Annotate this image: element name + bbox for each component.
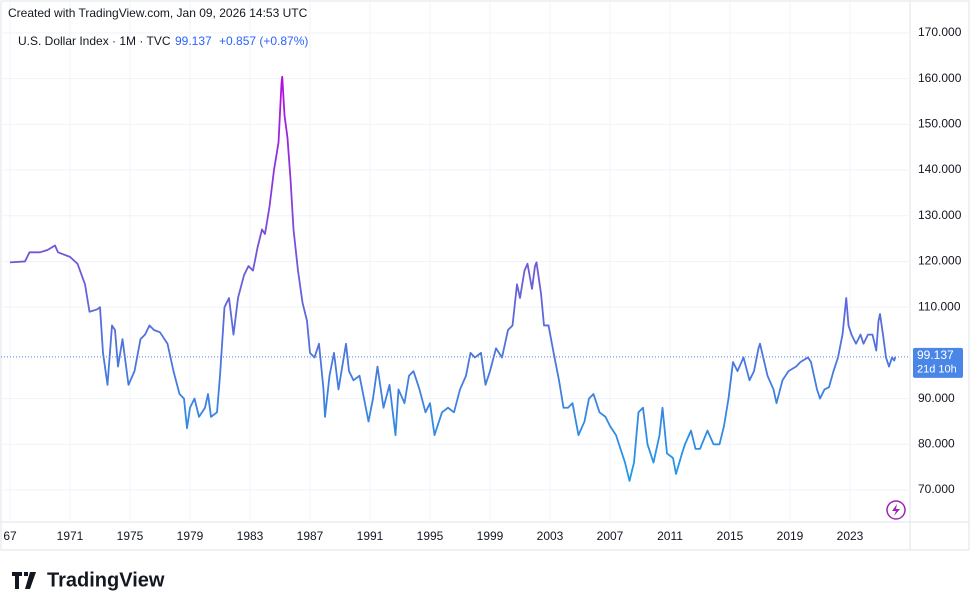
chart-title: U.S. Dollar Index · 1M · TVC: [18, 34, 171, 48]
y-tick-label: 80.000: [918, 436, 955, 450]
brand: TradingView: [47, 569, 165, 591]
caption: Created with TradingView.com, Jan 09, 20…: [8, 6, 308, 20]
y-tick-label: 140.000: [918, 162, 962, 176]
x-tick-label: 1999: [477, 529, 504, 543]
x-tick-label: 1995: [417, 529, 444, 543]
x-tick-label: 1991: [357, 529, 384, 543]
y-tick-label: 160.000: [918, 71, 962, 85]
frame: [0, 0, 970, 551]
x-tick-label: 2007: [597, 529, 624, 543]
price-badge: [913, 347, 963, 378]
y-tick-label: 150.000: [918, 117, 962, 131]
change: +0.857 (+0.87%): [219, 34, 308, 48]
x-tick-label: 1971: [57, 529, 84, 543]
logo: TradingView: [12, 569, 165, 591]
x-tick-label: 1979: [177, 529, 204, 543]
grid: [1, 1, 910, 522]
alert-bolt: [892, 504, 900, 516]
price-badge-countdown: 21d 10h: [917, 364, 957, 376]
y-tick-label: 120.000: [918, 254, 962, 268]
x-tick-label: 2011: [657, 529, 683, 543]
y-tick-label: 110.000: [918, 299, 961, 313]
y-tick-label: 70.000: [918, 482, 955, 496]
y-tick-label: 90.000: [918, 391, 955, 405]
price-badge-value: 99.137: [917, 348, 954, 362]
x-tick-label: 2015: [717, 529, 744, 543]
y-tick-label: 170.000: [918, 25, 962, 39]
x-tick-label: 2019: [777, 529, 804, 543]
x-tick-label: 1987: [297, 529, 324, 543]
x-tick-label: 1983: [237, 529, 264, 543]
last-value: 99.137: [175, 34, 212, 48]
y-tick-label: 130.000: [918, 208, 962, 222]
x-tick-label: 2023: [837, 529, 864, 543]
x-tick-label: 1975: [117, 529, 144, 543]
price-line: [9, 75, 897, 482]
logo-mark: [12, 572, 36, 589]
x-tick-label: 67: [3, 529, 17, 543]
x-tick-label: 2003: [537, 529, 564, 543]
